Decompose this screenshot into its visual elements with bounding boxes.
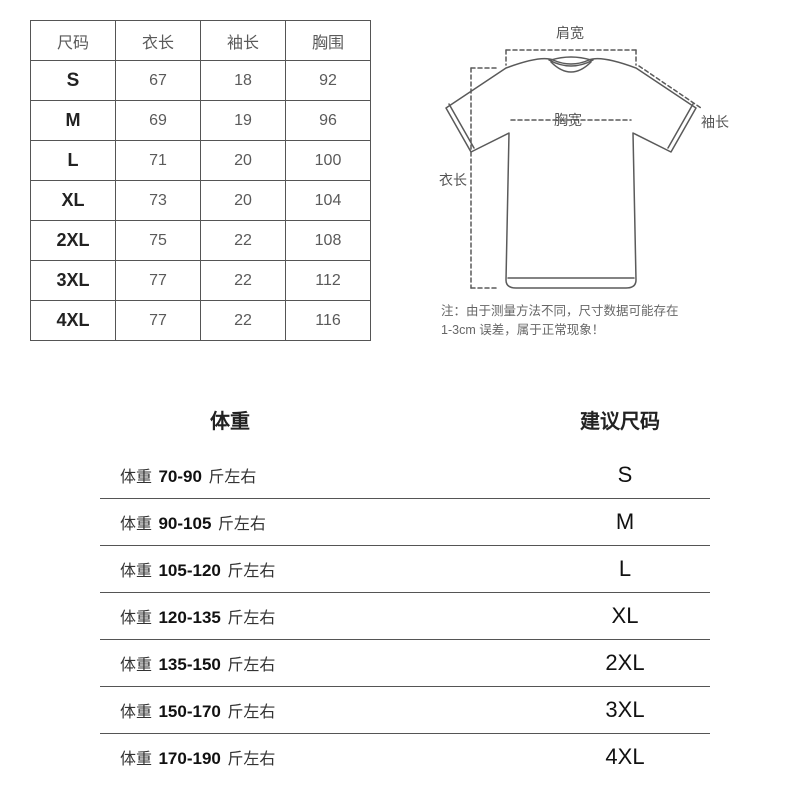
cell-sleeve: 20 bbox=[201, 141, 286, 181]
recommended-size: 3XL bbox=[590, 697, 660, 723]
top-block: 尺码 衣长 袖长 胸围 S 67 18 92 M 69 19 96 bbox=[30, 20, 770, 365]
cell-chest: 100 bbox=[286, 141, 371, 181]
weight-row: 体重 170-190 斤左右 4XL bbox=[100, 734, 710, 780]
size-table: 尺码 衣长 袖长 胸围 S 67 18 92 M 69 19 96 bbox=[30, 20, 371, 341]
weight-row: 体重 135-150 斤左右 2XL bbox=[100, 640, 710, 687]
table-row: M 69 19 96 bbox=[31, 101, 371, 141]
recommended-size: XL bbox=[590, 603, 660, 629]
cell-size: S bbox=[31, 61, 116, 101]
weight-row: 体重 105-120 斤左右 L bbox=[100, 546, 710, 593]
label-sleeve: 袖长 bbox=[701, 112, 729, 132]
weight-label: 体重 150-170 斤左右 bbox=[120, 698, 275, 722]
cell-sleeve: 19 bbox=[201, 101, 286, 141]
cell-sleeve: 22 bbox=[201, 261, 286, 301]
cell-len: 75 bbox=[116, 221, 201, 261]
table-row: 4XL 77 22 116 bbox=[31, 301, 371, 341]
cell-len: 71 bbox=[116, 141, 201, 181]
table-row: S 67 18 92 bbox=[31, 61, 371, 101]
cell-size: XL bbox=[31, 181, 116, 221]
tshirt-diagram: 肩宽 胸宽 袖长 衣长 注：由于测量方法不同，尺寸数据可能存在 1-3cm 误差… bbox=[401, 20, 741, 350]
measurement-note: 注：由于测量方法不同，尺寸数据可能存在 1-3cm 误差，属于正常现象！ bbox=[441, 302, 679, 341]
cell-size: L bbox=[31, 141, 116, 181]
cell-size: M bbox=[31, 101, 116, 141]
weight-row: 体重 90-105 斤左右 M bbox=[100, 499, 710, 546]
weight-label: 体重 120-135 斤左右 bbox=[120, 604, 275, 628]
cell-chest: 116 bbox=[286, 301, 371, 341]
table-row: 2XL 75 22 108 bbox=[31, 221, 371, 261]
weight-row: 体重 150-170 斤左右 3XL bbox=[100, 687, 710, 734]
col-length: 衣长 bbox=[116, 21, 201, 61]
cell-len: 73 bbox=[116, 181, 201, 221]
recommended-size: 4XL bbox=[590, 744, 660, 770]
col-sleeve: 袖长 bbox=[201, 21, 286, 61]
label-length: 衣长 bbox=[439, 170, 467, 190]
size-table-body: S 67 18 92 M 69 19 96 L 71 20 100 bbox=[31, 61, 371, 341]
cell-sleeve: 18 bbox=[201, 61, 286, 101]
cell-sleeve: 22 bbox=[201, 221, 286, 261]
cell-chest: 112 bbox=[286, 261, 371, 301]
page: 尺码 衣长 袖长 胸围 S 67 18 92 M 69 19 96 bbox=[0, 0, 800, 800]
note-line1: 注：由于测量方法不同，尺寸数据可能存在 bbox=[441, 304, 679, 318]
cell-sleeve: 20 bbox=[201, 181, 286, 221]
cell-chest: 108 bbox=[286, 221, 371, 261]
cell-len: 77 bbox=[116, 301, 201, 341]
recommended-size: 2XL bbox=[590, 650, 660, 676]
recommended-size: S bbox=[590, 462, 660, 488]
weight-label: 体重 70-90 斤左右 bbox=[120, 463, 256, 487]
cell-len: 67 bbox=[116, 61, 201, 101]
cell-sleeve: 22 bbox=[201, 301, 286, 341]
cell-chest: 104 bbox=[286, 181, 371, 221]
recommended-size: L bbox=[590, 556, 660, 582]
label-shoulder: 肩宽 bbox=[556, 23, 584, 43]
col-chest: 胸围 bbox=[286, 21, 371, 61]
weight-label: 体重 105-120 斤左右 bbox=[120, 557, 275, 581]
table-row: 3XL 77 22 112 bbox=[31, 261, 371, 301]
weight-label: 体重 135-150 斤左右 bbox=[120, 651, 275, 675]
cell-size: 3XL bbox=[31, 261, 116, 301]
weight-row: 体重 70-90 斤左右 S bbox=[100, 452, 710, 499]
cell-size: 2XL bbox=[31, 221, 116, 261]
cell-chest: 96 bbox=[286, 101, 371, 141]
weight-label: 体重 170-190 斤左右 bbox=[120, 745, 275, 769]
header-weight: 体重 bbox=[210, 405, 250, 434]
cell-chest: 92 bbox=[286, 61, 371, 101]
weight-header: 体重 建议尺码 bbox=[100, 405, 710, 452]
label-chest: 胸宽 bbox=[554, 110, 582, 130]
table-row: L 71 20 100 bbox=[31, 141, 371, 181]
size-table-header-row: 尺码 衣长 袖长 胸围 bbox=[31, 21, 371, 61]
weight-row: 体重 120-135 斤左右 XL bbox=[100, 593, 710, 640]
cell-len: 69 bbox=[116, 101, 201, 141]
col-size: 尺码 bbox=[31, 21, 116, 61]
weight-label: 体重 90-105 斤左右 bbox=[120, 510, 266, 534]
cell-len: 77 bbox=[116, 261, 201, 301]
recommended-size: M bbox=[590, 509, 660, 535]
weight-recommendation: 体重 建议尺码 体重 70-90 斤左右 S 体重 90-105 斤左右 M 体… bbox=[30, 405, 770, 780]
note-line2: 1-3cm 误差，属于正常现象！ bbox=[441, 323, 604, 337]
cell-size: 4XL bbox=[31, 301, 116, 341]
table-row: XL 73 20 104 bbox=[31, 181, 371, 221]
header-size: 建议尺码 bbox=[580, 405, 660, 434]
